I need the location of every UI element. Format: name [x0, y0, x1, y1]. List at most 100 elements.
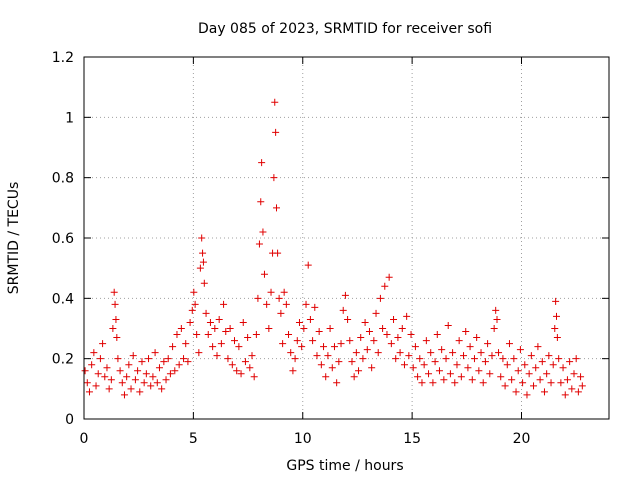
data-point [505, 340, 513, 348]
data-point [129, 352, 137, 360]
data-point [274, 249, 282, 257]
data-point [493, 315, 501, 323]
data-point [530, 382, 538, 390]
y-tick-label: 0.4 [52, 291, 74, 307]
data-point [422, 337, 430, 345]
data-point [538, 358, 546, 366]
data-point [330, 343, 338, 351]
data-point [166, 370, 174, 378]
data-point [224, 355, 232, 363]
data-point [255, 240, 263, 248]
data-point [171, 367, 179, 375]
data-point [153, 379, 161, 387]
data-point [101, 373, 109, 381]
data-point [481, 358, 489, 366]
data-point [409, 364, 417, 372]
data-point [298, 343, 306, 351]
data-point [339, 306, 347, 314]
data-point [158, 385, 166, 393]
data-point [254, 294, 262, 302]
data-point [311, 303, 319, 311]
data-point [363, 346, 371, 354]
data-point [350, 373, 358, 381]
data-point [90, 349, 98, 357]
data-point [348, 358, 356, 366]
data-point [466, 343, 474, 351]
data-point [420, 361, 428, 369]
data-point [200, 279, 208, 287]
data-point [259, 228, 267, 236]
data-point [272, 128, 280, 136]
data-point [547, 379, 555, 387]
data-point [455, 337, 463, 345]
data-point [107, 376, 115, 384]
data-point [346, 337, 354, 345]
data-point [516, 346, 524, 354]
data-point [361, 318, 369, 326]
data-point [503, 361, 511, 369]
data-point [555, 355, 563, 363]
data-point [273, 204, 280, 212]
data-point [359, 355, 367, 363]
data-point [525, 370, 533, 378]
data-point [355, 367, 363, 375]
data-point [131, 376, 139, 384]
data-point [451, 379, 459, 387]
data-point [275, 294, 283, 302]
data-point [508, 376, 516, 384]
data-point [497, 373, 505, 381]
data-point [435, 367, 443, 375]
data-point [464, 364, 472, 372]
data-point [398, 325, 406, 332]
data-point [277, 309, 285, 317]
y-axis-label: SRMTID / TECUs [6, 182, 22, 295]
data-point [127, 385, 135, 393]
data-point [199, 258, 207, 266]
data-point [521, 361, 529, 369]
data-point [138, 358, 146, 366]
data-point [160, 358, 168, 366]
data-point [164, 355, 172, 363]
data-point [217, 340, 225, 348]
data-point [279, 340, 287, 348]
x-tick-label: 0 [80, 431, 89, 447]
data-point [287, 349, 295, 357]
data-point [114, 355, 122, 363]
data-point [206, 318, 214, 326]
data-point [392, 355, 400, 363]
data-point [103, 364, 111, 372]
data-point [396, 349, 404, 357]
data-point [306, 315, 314, 323]
data-point [265, 325, 273, 332]
data-point [411, 343, 419, 351]
data-point [244, 334, 252, 342]
data-point [484, 340, 492, 348]
data-point [260, 270, 268, 278]
data-point [85, 388, 93, 396]
data-point [196, 264, 204, 272]
data-point [566, 358, 574, 366]
data-point [477, 349, 485, 357]
data-point [473, 334, 481, 342]
data-point [175, 361, 183, 369]
data-point [374, 349, 382, 357]
data-point [322, 373, 330, 381]
data-point [438, 346, 446, 354]
data-point [109, 325, 117, 332]
data-point [488, 352, 496, 360]
data-point [190, 288, 198, 296]
data-point [184, 358, 192, 366]
data-point [495, 349, 503, 357]
data-point [453, 361, 461, 369]
data-point [300, 325, 308, 332]
data-point [182, 340, 190, 348]
data-point [155, 364, 163, 372]
data-point [267, 288, 275, 296]
x-tick-label: 20 [513, 431, 531, 447]
data-point [320, 343, 328, 351]
data-point [147, 382, 155, 390]
data-point [213, 352, 221, 360]
data-point [431, 358, 439, 366]
chart-title: Day 085 of 2023, SRMTID for receiver sof… [198, 21, 492, 37]
